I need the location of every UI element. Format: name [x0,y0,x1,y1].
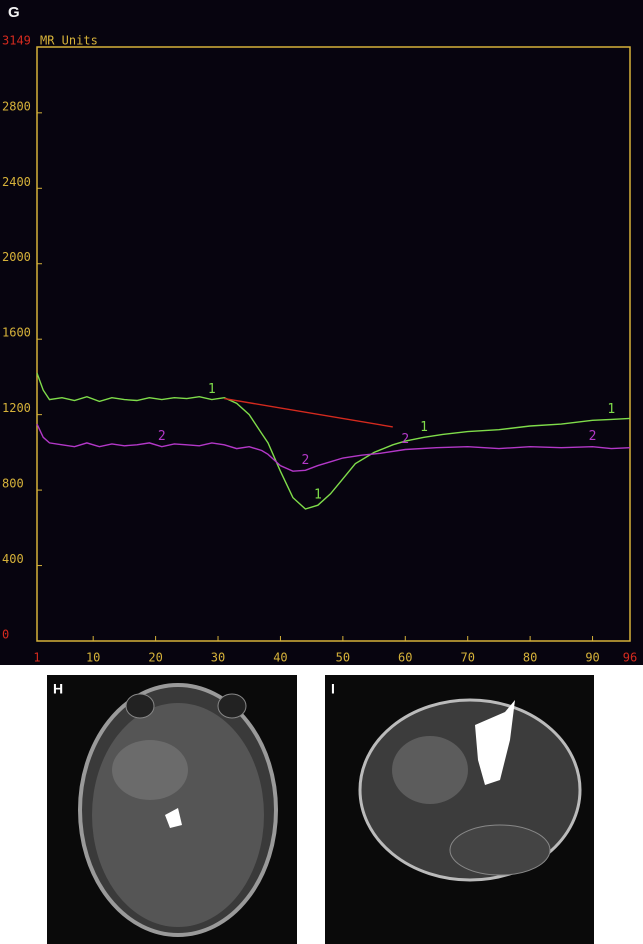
cerebellum [449,824,551,876]
y-tick-label: 2800 [2,99,31,113]
y-max-label: 3149 [2,34,31,48]
x-tick-label: 96 [623,651,637,665]
series-line [36,372,631,510]
curve-label: 1 [208,382,216,397]
x-tick-label: 60 [398,651,412,665]
panel-label: H [53,681,63,697]
eye [125,693,155,719]
panel-label: G [8,4,20,21]
y-unit: MR Units [40,34,98,48]
series-line [224,397,393,428]
y-tick-label: 800 [2,477,24,491]
x-tick-label: 1 [33,651,40,665]
x-tick-label: 10 [86,651,100,665]
plot-frame [36,46,631,642]
y-tick-label: 1600 [2,326,31,340]
panel-i: I [325,675,594,944]
curve-label: 2 [401,432,409,447]
x-tick-label: 90 [585,651,599,665]
highlight [475,700,515,785]
curve-label: 1 [607,402,615,417]
lesion [112,740,188,800]
y-tick-label: 400 [2,552,24,566]
eye [217,693,247,719]
x-tick-label: 50 [336,651,350,665]
y-tick-label: 0 [2,628,9,642]
y-tick-label: 2400 [2,175,31,189]
lesion [392,736,468,804]
curve-label: 2 [301,453,309,468]
chart-background [0,0,643,665]
x-tick-label: 70 [460,651,474,665]
curve-label: 1 [420,420,428,435]
x-tick-label: 40 [273,651,287,665]
series-line [36,423,631,472]
curve-label: 2 [158,429,166,444]
curve-label: 1 [314,488,322,503]
y-tick-label: 2000 [2,250,31,264]
x-tick-label: 20 [148,651,162,665]
highlight [165,808,182,828]
curve-label: 2 [589,429,597,444]
x-tick-label: 30 [211,651,225,665]
panel-label: I [331,681,335,697]
x-tick-label: 80 [523,651,537,665]
y-tick-label: 1200 [2,401,31,415]
panel-h: H [47,675,297,944]
